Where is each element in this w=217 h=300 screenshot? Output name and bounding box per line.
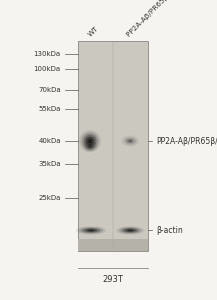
Text: 70kDa: 70kDa — [38, 87, 61, 93]
Text: PP2A-Aβ/PR65β/PPP2R1B: PP2A-Aβ/PR65β/PPP2R1B — [156, 136, 217, 146]
Ellipse shape — [122, 228, 139, 233]
Ellipse shape — [89, 140, 91, 142]
Ellipse shape — [82, 228, 100, 233]
Text: WT: WT — [87, 26, 99, 38]
Ellipse shape — [76, 226, 106, 235]
Ellipse shape — [129, 140, 131, 142]
Ellipse shape — [85, 229, 97, 232]
Ellipse shape — [79, 227, 103, 234]
Text: 40kDa: 40kDa — [38, 138, 61, 144]
Text: PP2A-Aβ/PR65β/PPP2R1B KO: PP2A-Aβ/PR65β/PPP2R1B KO — [126, 0, 203, 38]
Ellipse shape — [79, 130, 101, 152]
Bar — [78, 238, 148, 250]
Text: 35kDa: 35kDa — [38, 161, 61, 167]
Ellipse shape — [90, 230, 93, 231]
Ellipse shape — [125, 229, 136, 232]
Ellipse shape — [84, 134, 97, 148]
Text: 130kDa: 130kDa — [34, 51, 61, 57]
Ellipse shape — [123, 136, 138, 146]
Text: β-actin: β-actin — [156, 226, 183, 235]
Ellipse shape — [128, 140, 132, 142]
Text: 25kDa: 25kDa — [38, 195, 61, 201]
Ellipse shape — [125, 138, 136, 144]
Ellipse shape — [84, 142, 96, 151]
Ellipse shape — [86, 137, 94, 145]
Ellipse shape — [88, 145, 92, 148]
Ellipse shape — [119, 227, 141, 234]
Ellipse shape — [127, 230, 133, 231]
Ellipse shape — [81, 132, 99, 150]
Ellipse shape — [82, 140, 98, 152]
Text: 55kDa: 55kDa — [38, 106, 61, 112]
Ellipse shape — [88, 230, 94, 231]
Ellipse shape — [127, 139, 134, 143]
Text: 293T: 293T — [102, 275, 123, 284]
Bar — [78, 40, 148, 250]
Ellipse shape — [116, 226, 144, 235]
Ellipse shape — [85, 143, 95, 150]
Ellipse shape — [87, 144, 93, 149]
Ellipse shape — [89, 146, 91, 147]
Text: 100kDa: 100kDa — [34, 66, 61, 72]
Ellipse shape — [129, 230, 132, 231]
Ellipse shape — [88, 139, 92, 143]
